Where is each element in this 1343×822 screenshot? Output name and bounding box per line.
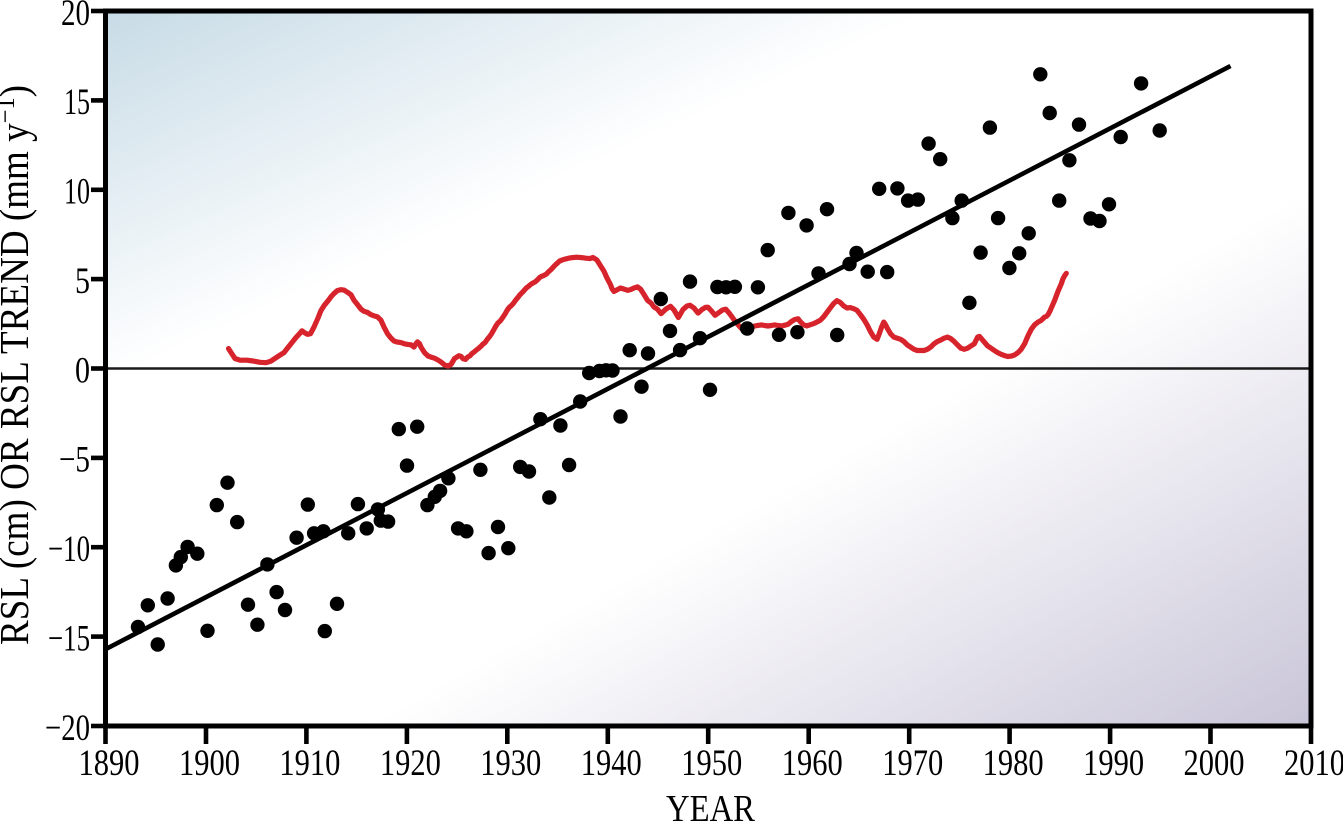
svg-text:20: 20 <box>61 0 90 34</box>
svg-text:1990: 1990 <box>1083 743 1144 784</box>
svg-text:1910: 1910 <box>279 743 340 784</box>
svg-text:−5: −5 <box>59 440 90 481</box>
svg-text:YEAR: YEAR <box>666 788 756 822</box>
svg-text:1940: 1940 <box>581 743 642 784</box>
svg-text:1930: 1930 <box>480 743 541 784</box>
svg-text:0: 0 <box>75 350 90 391</box>
svg-text:15: 15 <box>64 82 90 123</box>
svg-text:1890: 1890 <box>79 743 140 784</box>
svg-text:2010: 2010 <box>1284 743 1343 784</box>
svg-text:−15: −15 <box>48 618 90 659</box>
svg-text:1960: 1960 <box>782 743 843 784</box>
svg-text:RSL (cm) OR RSL TREND (mm y−1): RSL (cm) OR RSL TREND (mm y−1) <box>0 85 37 645</box>
svg-text:1950: 1950 <box>681 743 742 784</box>
svg-text:1920: 1920 <box>380 743 441 784</box>
svg-text:1980: 1980 <box>983 743 1044 784</box>
svg-text:2000: 2000 <box>1184 743 1245 784</box>
svg-text:1970: 1970 <box>882 743 943 784</box>
svg-text:5: 5 <box>75 261 90 302</box>
svg-text:−10: −10 <box>48 529 90 570</box>
svg-text:1900: 1900 <box>179 743 240 784</box>
svg-text:10: 10 <box>64 172 90 213</box>
svg-text:−20: −20 <box>45 708 90 749</box>
